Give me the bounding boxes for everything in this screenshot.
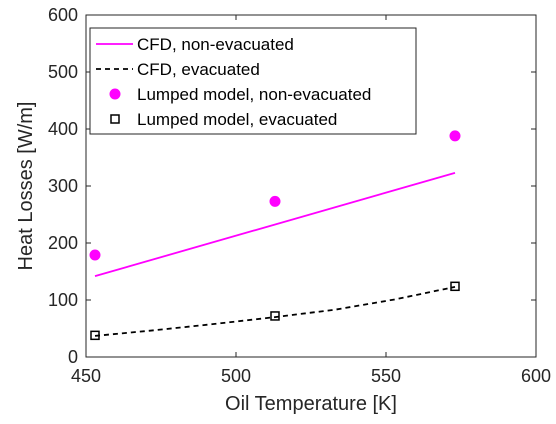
legend-label: Lumped model, evacuated [137, 110, 337, 129]
data-point [90, 330, 100, 341]
axis-ticks: 450 500 550 600 0 100 200 300 400 500 600 [48, 5, 551, 386]
y-tick-label: 300 [48, 176, 78, 196]
data-point [89, 249, 101, 261]
x-tick-label: 600 [521, 366, 551, 386]
legend-item: Lumped model, evacuated [110, 110, 337, 129]
legend-swatch [109, 88, 121, 100]
series-line [94, 172, 456, 277]
x-tick-label: 500 [221, 366, 251, 386]
x-tick-label: 550 [371, 366, 401, 386]
legend: CFD, non-evacuated CFD, evacuated Lumped m… [89, 27, 417, 135]
y-tick-label: 200 [48, 233, 78, 253]
series-line [94, 286, 456, 337]
y-tick-label: 0 [68, 347, 78, 367]
legend-item: Lumped model, non-evacuated [109, 85, 371, 104]
series-layer [89, 130, 461, 341]
y-tick-label: 400 [48, 119, 78, 139]
series-2 [89, 130, 461, 261]
legend-label: CFD, evacuated [137, 60, 260, 79]
series-1 [94, 286, 456, 337]
data-point [269, 195, 281, 207]
series-0 [94, 172, 456, 277]
y-tick-label: 500 [48, 62, 78, 82]
legend-item: CFD, non-evacuated [96, 35, 294, 54]
data-point [270, 311, 280, 321]
y-tick-label: 600 [48, 5, 78, 25]
legend-swatch [110, 114, 120, 124]
data-point [449, 130, 461, 142]
x-tick-label: 450 [71, 366, 101, 386]
x-axis-title: Oil Temperature [K] [225, 393, 397, 415]
series-3 [90, 281, 460, 341]
legend-label: CFD, non-evacuated [137, 35, 294, 54]
y-axis-title: Heat Losses [W/m] [15, 102, 37, 271]
data-point [450, 281, 460, 292]
legend-label: Lumped model, non-evacuated [137, 85, 371, 104]
legend-item: CFD, evacuated [96, 60, 260, 79]
y-tick-label: 100 [48, 290, 78, 310]
legend-box [89, 27, 417, 135]
